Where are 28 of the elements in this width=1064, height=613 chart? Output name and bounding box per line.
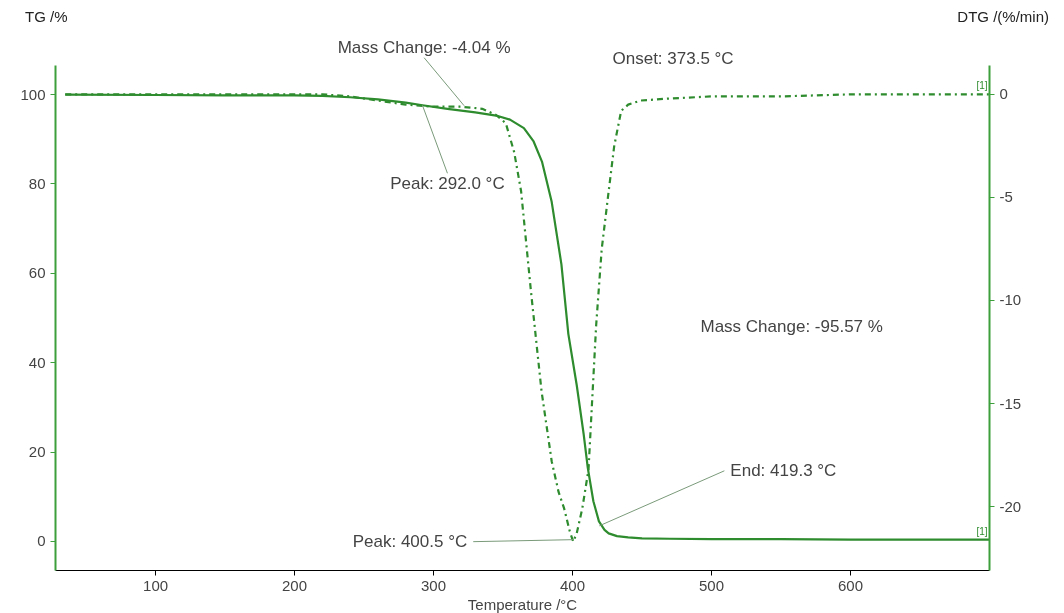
annotation: Mass Change: -4.04 % [337, 38, 511, 58]
x-tick-label: 100 [143, 576, 169, 594]
y2-tick-label: 0 [999, 85, 1008, 103]
annotation: Mass Change: -95.57 % [700, 317, 883, 336]
x-axis-title: Temperature /°C [467, 595, 578, 613]
x-tick-label: 600 [838, 576, 864, 594]
annotation: End: 419.3 °C [730, 461, 837, 481]
y2-tick-label: -10 [999, 291, 1022, 309]
annotation: Peak: 292.0 °C [390, 173, 505, 193]
y-axis-title: TG /% [25, 7, 68, 27]
x-tick-label: 300 [421, 576, 447, 594]
y2-tick-label: -15 [999, 394, 1022, 412]
y2-axis-title: DTG /(%/min) [957, 7, 1049, 27]
y-tick-label: 60 [28, 264, 46, 282]
x-tick-label: 200 [282, 576, 308, 594]
y2-tick-label: -20 [999, 497, 1022, 515]
annotation: Onset: 373.5 °C [612, 49, 734, 68]
series-label: [1] [976, 80, 988, 92]
y-tick-label: 100 [20, 85, 46, 103]
y-tick-label: 40 [28, 353, 46, 371]
series-label: [1] [976, 525, 988, 537]
annotation: Peak: 400.5 °C [352, 532, 468, 552]
y2-tick-label: -5 [999, 188, 1013, 206]
y-tick-label: 20 [28, 443, 46, 461]
x-tick-label: 500 [699, 576, 725, 594]
y-tick-label: 80 [28, 174, 46, 192]
x-tick-label: 400 [560, 576, 586, 594]
y-tick-label: 0 [37, 532, 46, 550]
